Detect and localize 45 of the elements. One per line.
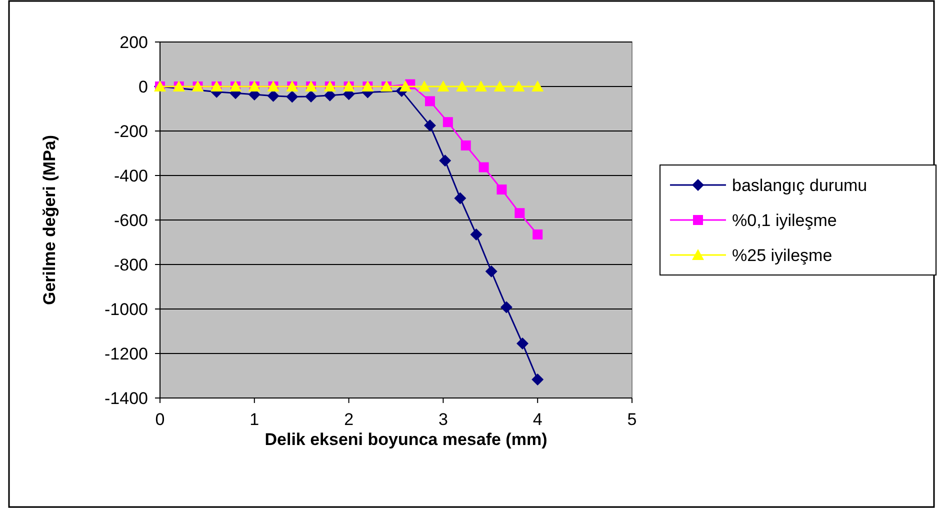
x-tick-label: 1 bbox=[250, 410, 260, 429]
x-axis-title: Delik ekseni boyunca mesafe (mm) bbox=[264, 430, 548, 449]
point bbox=[512, 80, 525, 92]
point bbox=[478, 162, 489, 172]
point bbox=[474, 80, 487, 92]
point bbox=[532, 374, 544, 386]
point bbox=[456, 80, 468, 92]
point bbox=[437, 80, 450, 92]
legend-label: baslangıç durumu bbox=[732, 176, 868, 195]
x-tick-label: 3 bbox=[438, 410, 448, 429]
legend-label: %0,1 iyileşme bbox=[732, 210, 837, 230]
point bbox=[424, 119, 436, 132]
x-tick-label: 2 bbox=[344, 410, 354, 429]
point bbox=[514, 208, 525, 218]
point bbox=[424, 96, 435, 106]
x-tick-label: 4 bbox=[532, 410, 542, 429]
point bbox=[470, 228, 482, 240]
point bbox=[439, 154, 452, 167]
y-tick-label: 0 bbox=[138, 77, 148, 96]
point bbox=[286, 90, 298, 103]
point bbox=[485, 265, 498, 278]
y-tick-label: -200 bbox=[114, 122, 148, 141]
y-tick-label: -400 bbox=[114, 166, 148, 186]
point bbox=[418, 80, 430, 92]
y-tick-label: 200 bbox=[120, 32, 148, 52]
point bbox=[496, 184, 507, 195]
point bbox=[532, 229, 543, 240]
y-tick-label: -600 bbox=[114, 210, 148, 230]
point bbox=[494, 80, 506, 92]
point bbox=[305, 90, 318, 103]
y-tick-label: -1000 bbox=[104, 300, 148, 319]
point bbox=[442, 117, 453, 128]
y-tick-label: -800 bbox=[114, 255, 148, 274]
y-tick-label: -1200 bbox=[104, 344, 148, 364]
point bbox=[532, 80, 544, 92]
point bbox=[454, 192, 466, 204]
legend-label: %25 iyileşme bbox=[732, 246, 832, 265]
point bbox=[500, 301, 512, 314]
y-axis-title: Gerilme değeri (MPa) bbox=[40, 134, 59, 306]
x-tick-label: 5 bbox=[627, 410, 637, 429]
point bbox=[460, 140, 471, 150]
x-tick-label: 0 bbox=[155, 410, 165, 429]
point bbox=[516, 337, 528, 350]
y-tick-label: -1400 bbox=[104, 388, 148, 408]
point bbox=[399, 80, 412, 92]
